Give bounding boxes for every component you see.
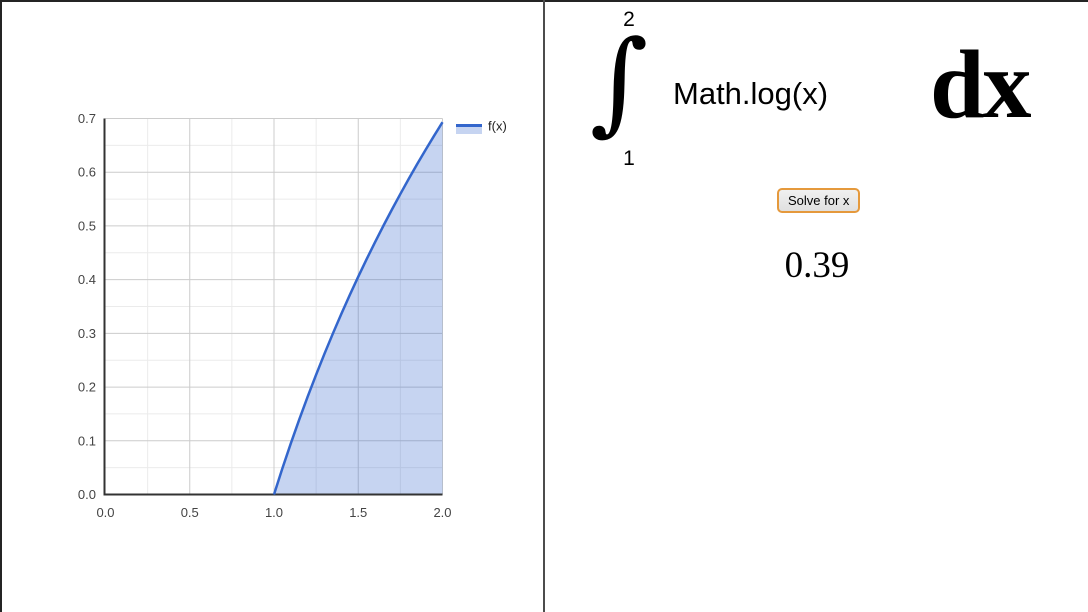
- page-left-border: [0, 0, 2, 612]
- svg-text:0.0: 0.0: [96, 505, 114, 520]
- svg-text:0.4: 0.4: [78, 272, 96, 287]
- svg-text:0.6: 0.6: [78, 165, 96, 180]
- function-plot: 0.0 0.5 1.0 1.5 2.0 0.0 0.1 0.2 0.3 0.4 0.5 0.6 0.7 f…: [78, 111, 507, 520]
- svg-text:0.3: 0.3: [78, 326, 96, 341]
- frame-divider: [543, 0, 545, 612]
- integral-upper-bound: 2: [623, 8, 635, 31]
- equation-frame: 2 ∫ 1 Math.log(x) dx Solve for x 0.39: [545, 2, 1088, 612]
- svg-text:0.2: 0.2: [78, 380, 96, 395]
- svg-text:0.0: 0.0: [78, 487, 96, 502]
- svg-text:0.5: 0.5: [78, 218, 96, 233]
- svg-text:f(x): f(x): [488, 119, 507, 134]
- integral-result-value: 0.39: [784, 245, 850, 286]
- chart-frame: 0.0 0.5 1.0 1.5 2.0 0.0 0.1 0.2 0.3 0.4 0.5 0.6 0.7 f…: [2, 2, 543, 612]
- solve-for-x-button[interactable]: Solve for x: [777, 188, 861, 213]
- integral-sign-icon: ∫: [589, 17, 649, 147]
- svg-text:0.5: 0.5: [181, 505, 199, 520]
- svg-text:1.5: 1.5: [349, 505, 367, 520]
- differential-dx: dx: [930, 31, 1032, 139]
- svg-text:1.0: 1.0: [265, 505, 283, 520]
- integral-lower-bound: 1: [623, 147, 635, 170]
- svg-text:0.7: 0.7: [78, 111, 96, 126]
- svg-text:0.1: 0.1: [78, 433, 96, 448]
- svg-text:2.0: 2.0: [433, 505, 451, 520]
- integrand-expression: Math.log(x): [673, 76, 829, 111]
